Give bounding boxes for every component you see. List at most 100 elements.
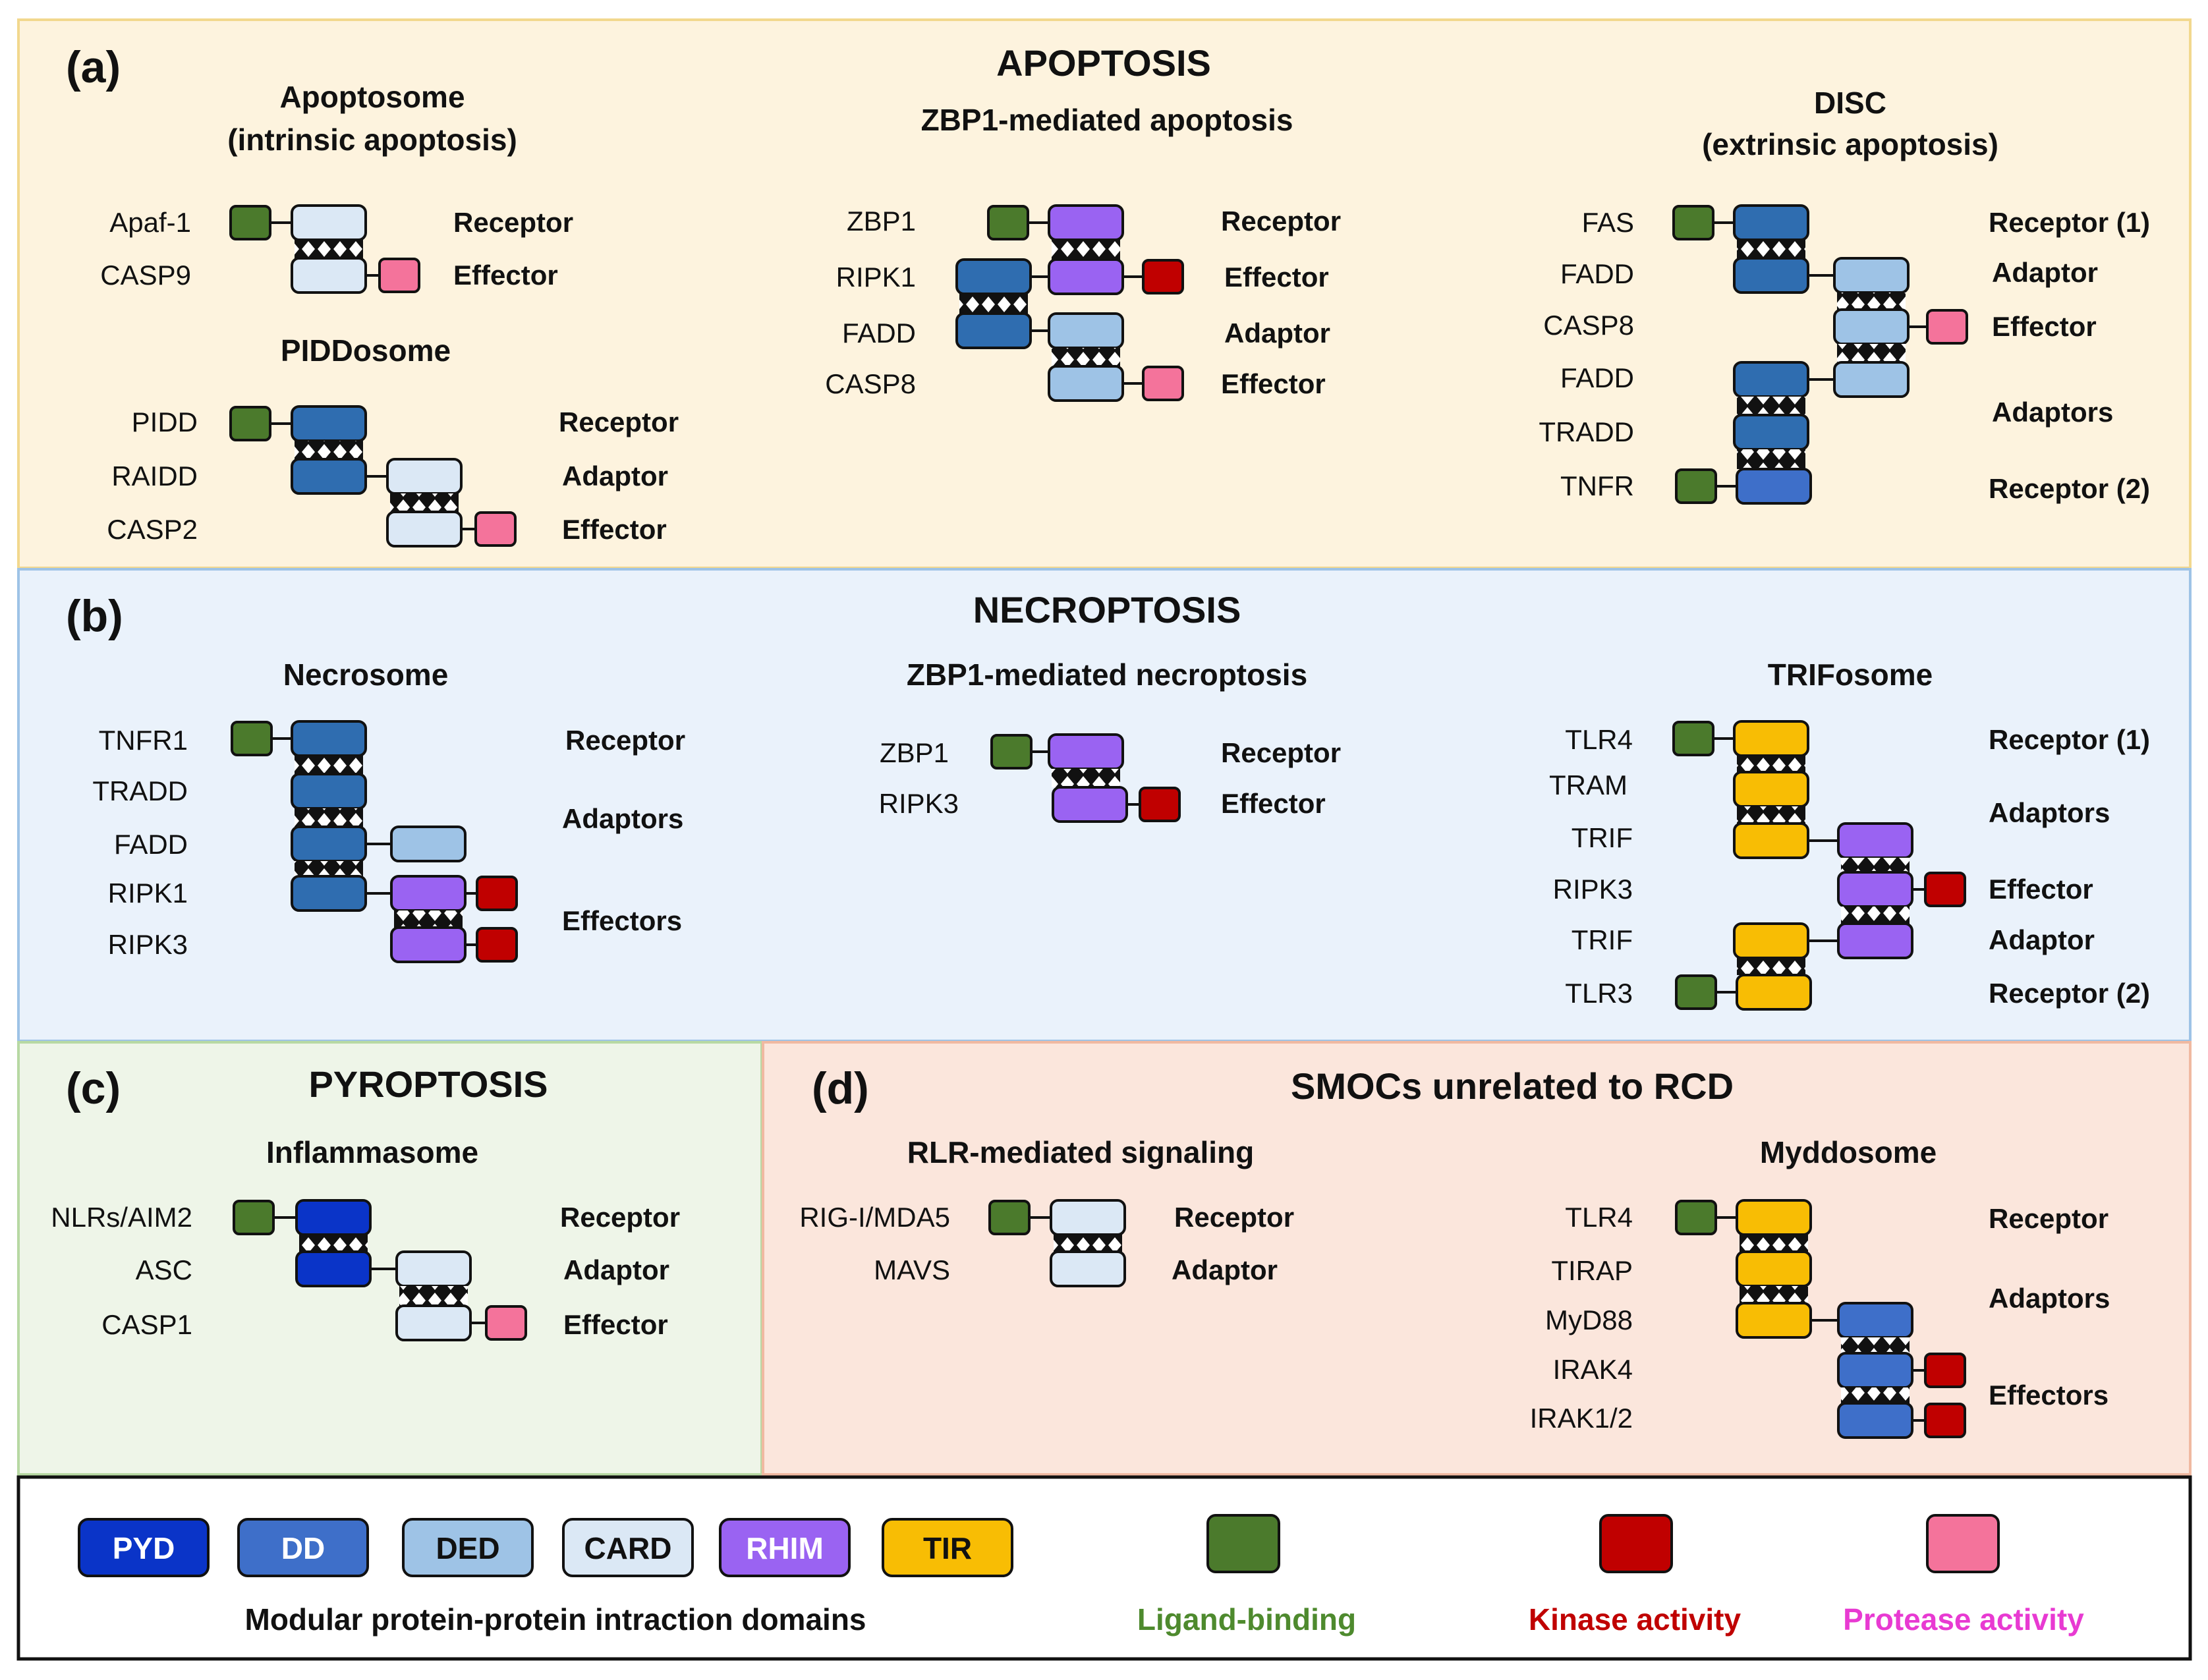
protease-domain-box — [1926, 309, 1968, 345]
interaction-zipper — [1841, 1337, 1910, 1353]
interaction-zipper — [1737, 449, 1805, 469]
dd-domain — [291, 875, 367, 912]
kinase-domain-box — [476, 876, 518, 911]
protein-label: FADD — [1560, 258, 1634, 289]
protein-label: TRIF — [1571, 924, 1633, 955]
role-label: Adaptors — [1992, 397, 2113, 428]
protein-label: RIG-I/MDA5 — [799, 1202, 950, 1233]
interaction-zipper — [1737, 240, 1805, 258]
protein-label: FADD — [114, 829, 188, 860]
role-label: Receptor (2) — [1989, 473, 2150, 504]
panel-a-letter: (a) — [66, 42, 121, 92]
panel-b-title: NECROPTOSIS — [973, 589, 1241, 630]
legend-rhim-label: RHIM — [746, 1531, 824, 1565]
protease-domain-box — [474, 511, 517, 547]
role-label: Receptor (1) — [1989, 724, 2150, 755]
disc-subtitle: (extrinsic apoptosis) — [1702, 127, 1998, 161]
ligand-domain-box — [988, 1200, 1031, 1235]
tir-domain — [1736, 974, 1812, 1011]
card-domain — [1050, 1250, 1126, 1287]
ligand-domain-box — [987, 205, 1029, 240]
rhim-domain — [1052, 786, 1128, 823]
role-label: Receptor — [1221, 737, 1341, 768]
ded-domain — [1833, 257, 1910, 294]
ded-domain — [1833, 308, 1910, 345]
card-domain — [291, 204, 367, 241]
legend-pyd-swatch — [78, 1518, 210, 1577]
protein-label: MAVS — [874, 1254, 950, 1285]
role-label: Receptor (2) — [1989, 978, 2150, 1009]
ligand-domain-box — [229, 406, 271, 441]
interaction-zipper — [299, 1235, 368, 1252]
role-label: Receptor — [559, 406, 679, 437]
legend-dd-swatch — [237, 1518, 369, 1577]
ligand-domain-box — [1675, 1200, 1717, 1235]
interaction-zipper — [1740, 1286, 1808, 1303]
legend-protease-label: Protease activity — [1843, 1602, 2084, 1637]
interaction-zipper — [1837, 344, 1906, 362]
protein-label: CASP2 — [107, 514, 198, 545]
rlr-title: RLR-mediated signaling — [907, 1135, 1254, 1169]
role-label: Receptor — [565, 725, 685, 756]
role-label: Receptor — [1989, 1203, 2109, 1234]
interaction-zipper — [1740, 1235, 1808, 1252]
interaction-zipper — [1841, 1387, 1910, 1403]
apoptosome-title: Apoptosome — [279, 80, 465, 114]
ligand-domain-box — [1675, 974, 1717, 1010]
card-domain — [395, 1304, 472, 1341]
rhim-domain — [1048, 733, 1124, 770]
tir-domain — [1733, 720, 1809, 757]
protease-domain-box — [485, 1305, 527, 1341]
role-label: Effector — [1221, 788, 1326, 819]
rhim-domain — [1837, 822, 1913, 859]
legend-rhim-swatch — [719, 1518, 851, 1577]
legend-kinase-label: Kinase activity — [1529, 1602, 1741, 1637]
dd-domain — [291, 405, 367, 442]
card-domain — [395, 1250, 472, 1287]
interaction-zipper — [295, 441, 363, 459]
tir-domain — [1736, 1199, 1812, 1236]
interaction-zipper — [1737, 958, 1805, 975]
protein-label: Apaf-1 — [109, 207, 191, 238]
pyd-domain — [295, 1250, 372, 1287]
kinase-domain-box — [1139, 787, 1181, 822]
role-label: Adaptors — [1989, 797, 2110, 828]
legend-ligand-label: Ligand-binding — [1137, 1602, 1356, 1637]
protein-label: ZBP1 — [880, 737, 949, 768]
protein-label: TLR3 — [1565, 978, 1633, 1009]
dd-domain — [291, 458, 367, 495]
role-label: Adaptor — [1172, 1254, 1278, 1285]
legend-protease-swatch — [1926, 1514, 2000, 1573]
tir-domain — [1733, 822, 1809, 859]
kinase-domain-box — [1924, 872, 1966, 907]
ligand-domain-box — [1672, 721, 1714, 756]
interaction-zipper — [1841, 907, 1910, 924]
protein-label: NLRs/AIM2 — [51, 1202, 192, 1233]
role-label: Adaptor — [1224, 318, 1330, 349]
legend-card-swatch — [562, 1518, 694, 1577]
interaction-zipper — [1841, 858, 1910, 872]
protein-label: CASP9 — [100, 260, 191, 291]
ligand-domain-box — [233, 1200, 275, 1235]
protein-label: CASP8 — [1543, 310, 1634, 341]
tir-domain — [1733, 922, 1809, 959]
protein-label: TIRAP — [1551, 1255, 1633, 1286]
myddosome-title: Myddosome — [1760, 1135, 1937, 1169]
protein-label: CASP8 — [825, 368, 916, 399]
legend-tir-swatch — [882, 1518, 1013, 1577]
protein-label: TNFR1 — [99, 725, 188, 756]
protein-label: RIPK3 — [879, 788, 959, 819]
ded-domain — [1833, 361, 1910, 398]
protein-label: PIDD — [132, 406, 198, 437]
apoptosome-subtitle: (intrinsic apoptosis) — [227, 123, 517, 157]
dd-domain — [291, 826, 367, 862]
kinase-domain-box — [476, 927, 518, 963]
legend-ligand-swatch — [1206, 1514, 1280, 1573]
protein-label: RIPK3 — [108, 929, 188, 960]
interaction-zipper — [1737, 806, 1805, 824]
inflammasome-title: Inflammasome — [266, 1135, 478, 1169]
protein-label: FADD — [1560, 362, 1634, 393]
ded-domain — [390, 826, 467, 862]
necrosome-title: Necrosome — [283, 658, 449, 692]
